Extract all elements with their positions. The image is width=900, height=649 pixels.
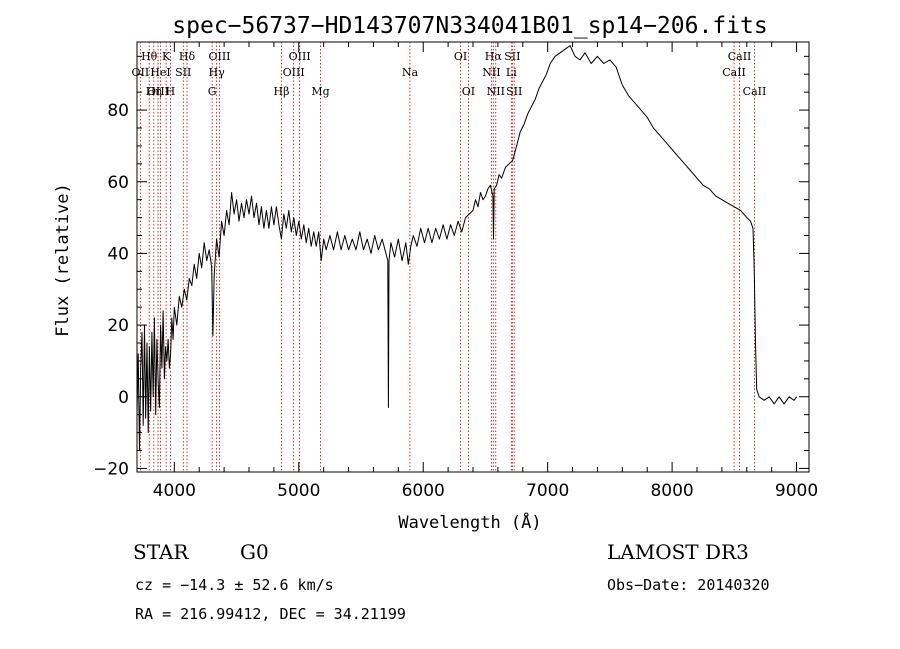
- x-tick-label: 6000: [402, 481, 445, 501]
- spectral-line-label: NII: [487, 85, 505, 98]
- y-tick-label: 0: [118, 388, 129, 408]
- spectral-line-label: Hδ: [179, 50, 196, 63]
- flux-series-line: [136, 45, 798, 451]
- y-tick-label: −20: [93, 459, 129, 479]
- y-tick-label: 40: [107, 244, 129, 264]
- spectral-line-label: OII: [132, 66, 150, 79]
- x-tick-label: 7000: [526, 481, 569, 501]
- spectral-line-label: CaII: [728, 50, 752, 63]
- x-tick-label: 4000: [153, 481, 196, 501]
- spectral-line-label: Hα: [485, 50, 503, 63]
- coordinates-text: RA = 216.99412, DEC = 34.21199: [135, 605, 406, 623]
- spectral-line-label: SII: [175, 66, 191, 79]
- y-tick-label: 60: [107, 173, 129, 193]
- spectral-line-label: SII: [506, 85, 522, 98]
- y-tick-label: 80: [107, 101, 129, 121]
- y-tick-label: 20: [107, 316, 129, 336]
- spectral-line-label: Na: [402, 66, 419, 79]
- y-axis-label: Flux (relative): [53, 183, 73, 337]
- spectral-line-label: OI: [454, 50, 467, 63]
- spectral-line-label: K: [162, 50, 171, 63]
- spectral-line-label: OIII: [289, 50, 311, 63]
- flux-curve: [136, 45, 798, 451]
- x-axis-label: Wavelength (Å): [398, 511, 541, 533]
- object-class: STAR: [133, 540, 189, 564]
- redshift-text: cz = −14.3 ± 52.6 km/s: [135, 576, 334, 594]
- obs-date: Obs−Date: 20140320: [607, 576, 770, 594]
- plot-frame: [136, 41, 810, 473]
- spectral-line-label: OIII: [208, 50, 230, 63]
- spectral-line-label: G: [208, 85, 217, 98]
- spectral-line-label: CaII: [722, 66, 746, 79]
- spectral-line-label: Hθ: [141, 50, 158, 63]
- x-tick-label: 9000: [775, 481, 818, 501]
- survey-name: LAMOST DR3: [607, 540, 749, 564]
- spectral-line-label: NII: [482, 66, 500, 79]
- axis-ticks: 4000 5000 6000 7000 8000 9000 −20 0 20 40 60 80: [93, 42, 818, 501]
- spectral-line-label: Hβ: [274, 85, 290, 98]
- spectral-line-label: Mg: [311, 85, 329, 98]
- spectral-line-label: Hγ: [209, 66, 226, 79]
- spectral-line-label: Hη: [146, 85, 162, 98]
- spectral-line-label: OI: [462, 85, 475, 98]
- x-tick-label: 5000: [277, 481, 320, 501]
- spectral-line-label: OIII: [283, 66, 305, 79]
- spectral-line-label: CaII: [743, 85, 767, 98]
- object-subclass: G0: [240, 540, 269, 564]
- spectral-line-label: HeI: [150, 66, 170, 79]
- spectral-line-label: SII: [504, 50, 520, 63]
- spectral-line-label: Li: [506, 66, 517, 79]
- spectral-line-label: H: [166, 85, 176, 98]
- chart-title: spec−56737−HD143707N334041B01_sp14−206.f…: [172, 13, 767, 39]
- spectral-line-label: OIII: [147, 85, 169, 98]
- x-tick-label: 8000: [650, 481, 693, 501]
